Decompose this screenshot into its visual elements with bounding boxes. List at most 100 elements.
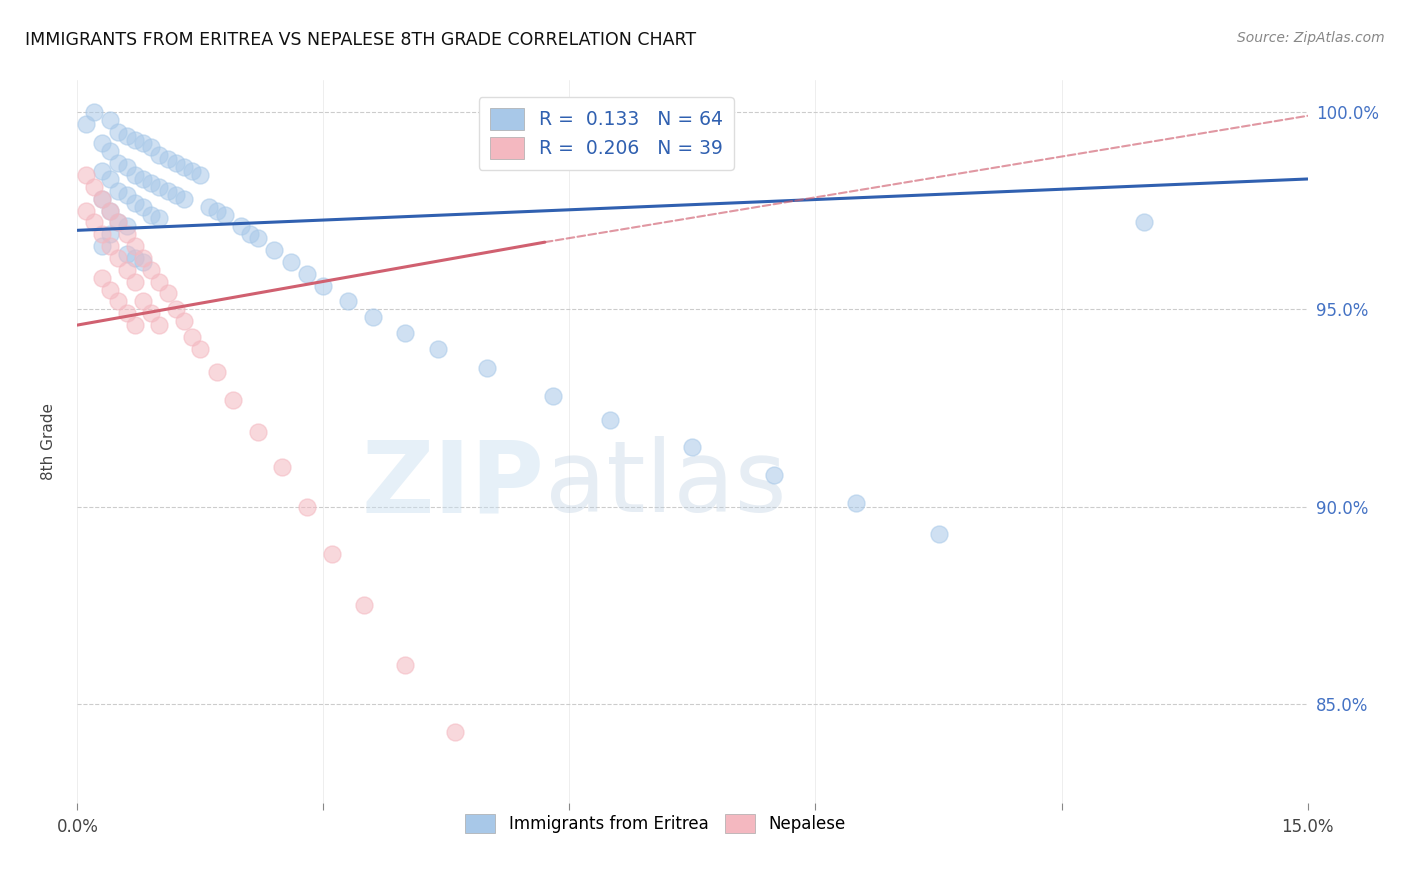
Text: Source: ZipAtlas.com: Source: ZipAtlas.com <box>1237 31 1385 45</box>
Point <box>361 310 384 325</box>
Point <box>181 164 204 178</box>
Point <box>156 286 179 301</box>
Point <box>165 156 187 170</box>
Point <box>312 278 335 293</box>
Point <box>124 195 146 210</box>
Point <box>124 275 146 289</box>
Point <box>246 425 269 439</box>
Y-axis label: 8th Grade: 8th Grade <box>42 403 56 480</box>
Point <box>132 200 155 214</box>
Point <box>682 441 704 455</box>
Point <box>141 306 163 320</box>
Point <box>295 500 318 514</box>
Point <box>75 168 97 182</box>
Point <box>98 203 121 218</box>
Point <box>132 136 155 151</box>
Point <box>98 227 121 242</box>
Point <box>141 262 163 277</box>
Point <box>115 247 138 261</box>
Point <box>115 262 138 277</box>
Point <box>173 160 195 174</box>
Point <box>148 318 170 332</box>
Point <box>477 361 499 376</box>
Point <box>165 302 187 317</box>
Point <box>205 203 228 218</box>
Point <box>181 330 204 344</box>
Point <box>394 326 416 340</box>
Point <box>222 393 245 408</box>
Point <box>394 657 416 672</box>
Point <box>141 176 163 190</box>
Point <box>132 251 155 265</box>
Point <box>107 125 129 139</box>
Point <box>280 255 302 269</box>
Point <box>263 243 285 257</box>
Point <box>107 215 129 229</box>
Point <box>124 132 146 146</box>
Point <box>90 192 114 206</box>
Point <box>115 128 138 143</box>
Point <box>845 496 868 510</box>
Point <box>132 255 155 269</box>
Point <box>115 227 138 242</box>
Point <box>132 294 155 309</box>
Point <box>98 239 121 253</box>
Point <box>115 219 138 234</box>
Point <box>107 215 129 229</box>
Point <box>90 164 114 178</box>
Point <box>107 251 129 265</box>
Point <box>83 104 105 119</box>
Point <box>90 227 114 242</box>
Point <box>124 251 146 265</box>
Point <box>188 342 212 356</box>
Point <box>427 342 450 356</box>
Point <box>214 207 236 221</box>
Point <box>115 187 138 202</box>
Point <box>928 527 950 541</box>
Point <box>239 227 262 242</box>
Text: ZIP: ZIP <box>361 436 546 533</box>
Point <box>165 187 187 202</box>
Point <box>90 239 114 253</box>
Point <box>205 366 228 380</box>
Text: atlas: atlas <box>546 436 786 533</box>
Point <box>98 145 121 159</box>
Point <box>1132 215 1154 229</box>
Point <box>115 306 138 320</box>
Point <box>107 156 129 170</box>
Point <box>271 460 294 475</box>
Text: IMMIGRANTS FROM ERITREA VS NEPALESE 8TH GRADE CORRELATION CHART: IMMIGRANTS FROM ERITREA VS NEPALESE 8TH … <box>25 31 696 49</box>
Point <box>98 172 121 186</box>
Point <box>173 314 195 328</box>
Point <box>98 283 121 297</box>
Point <box>75 117 97 131</box>
Point <box>173 192 195 206</box>
Point <box>337 294 360 309</box>
Point <box>148 148 170 162</box>
Point <box>132 172 155 186</box>
Point <box>295 267 318 281</box>
Point <box>83 215 105 229</box>
Point <box>90 136 114 151</box>
Point <box>188 168 212 182</box>
Point <box>124 239 146 253</box>
Point <box>124 318 146 332</box>
Point <box>148 180 170 194</box>
Point <box>115 160 138 174</box>
Point <box>107 184 129 198</box>
Point <box>763 468 786 483</box>
Point <box>353 599 375 613</box>
Point <box>75 203 97 218</box>
Point <box>443 724 465 739</box>
Point <box>599 413 621 427</box>
Legend: Immigrants from Eritrea, Nepalese: Immigrants from Eritrea, Nepalese <box>457 806 853 841</box>
Point <box>141 140 163 154</box>
Point <box>231 219 253 234</box>
Point <box>90 192 114 206</box>
Point <box>98 203 121 218</box>
Point <box>148 211 170 226</box>
Point <box>107 294 129 309</box>
Point <box>98 112 121 127</box>
Point <box>90 270 114 285</box>
Point <box>197 200 219 214</box>
